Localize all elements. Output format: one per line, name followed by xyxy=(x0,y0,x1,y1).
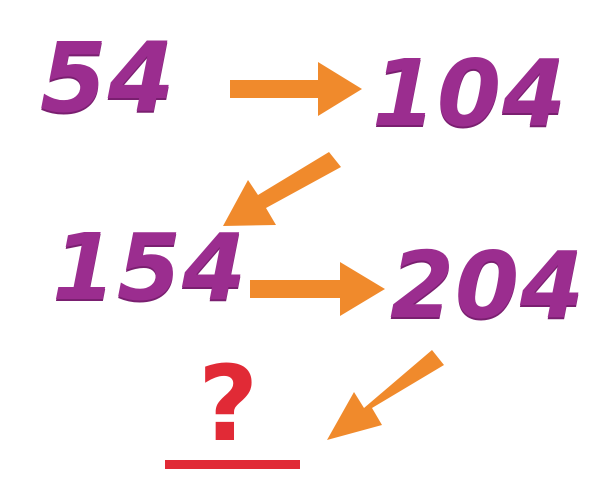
answer-blank-line xyxy=(165,460,300,469)
sequence-term-3: 154 xyxy=(52,214,248,321)
question-mark-icon: ? xyxy=(198,343,259,465)
sequence-term-2: 104 xyxy=(372,40,568,147)
sequence-term-4: 204 xyxy=(390,232,586,339)
sequence-term-1: 54 xyxy=(40,22,176,134)
